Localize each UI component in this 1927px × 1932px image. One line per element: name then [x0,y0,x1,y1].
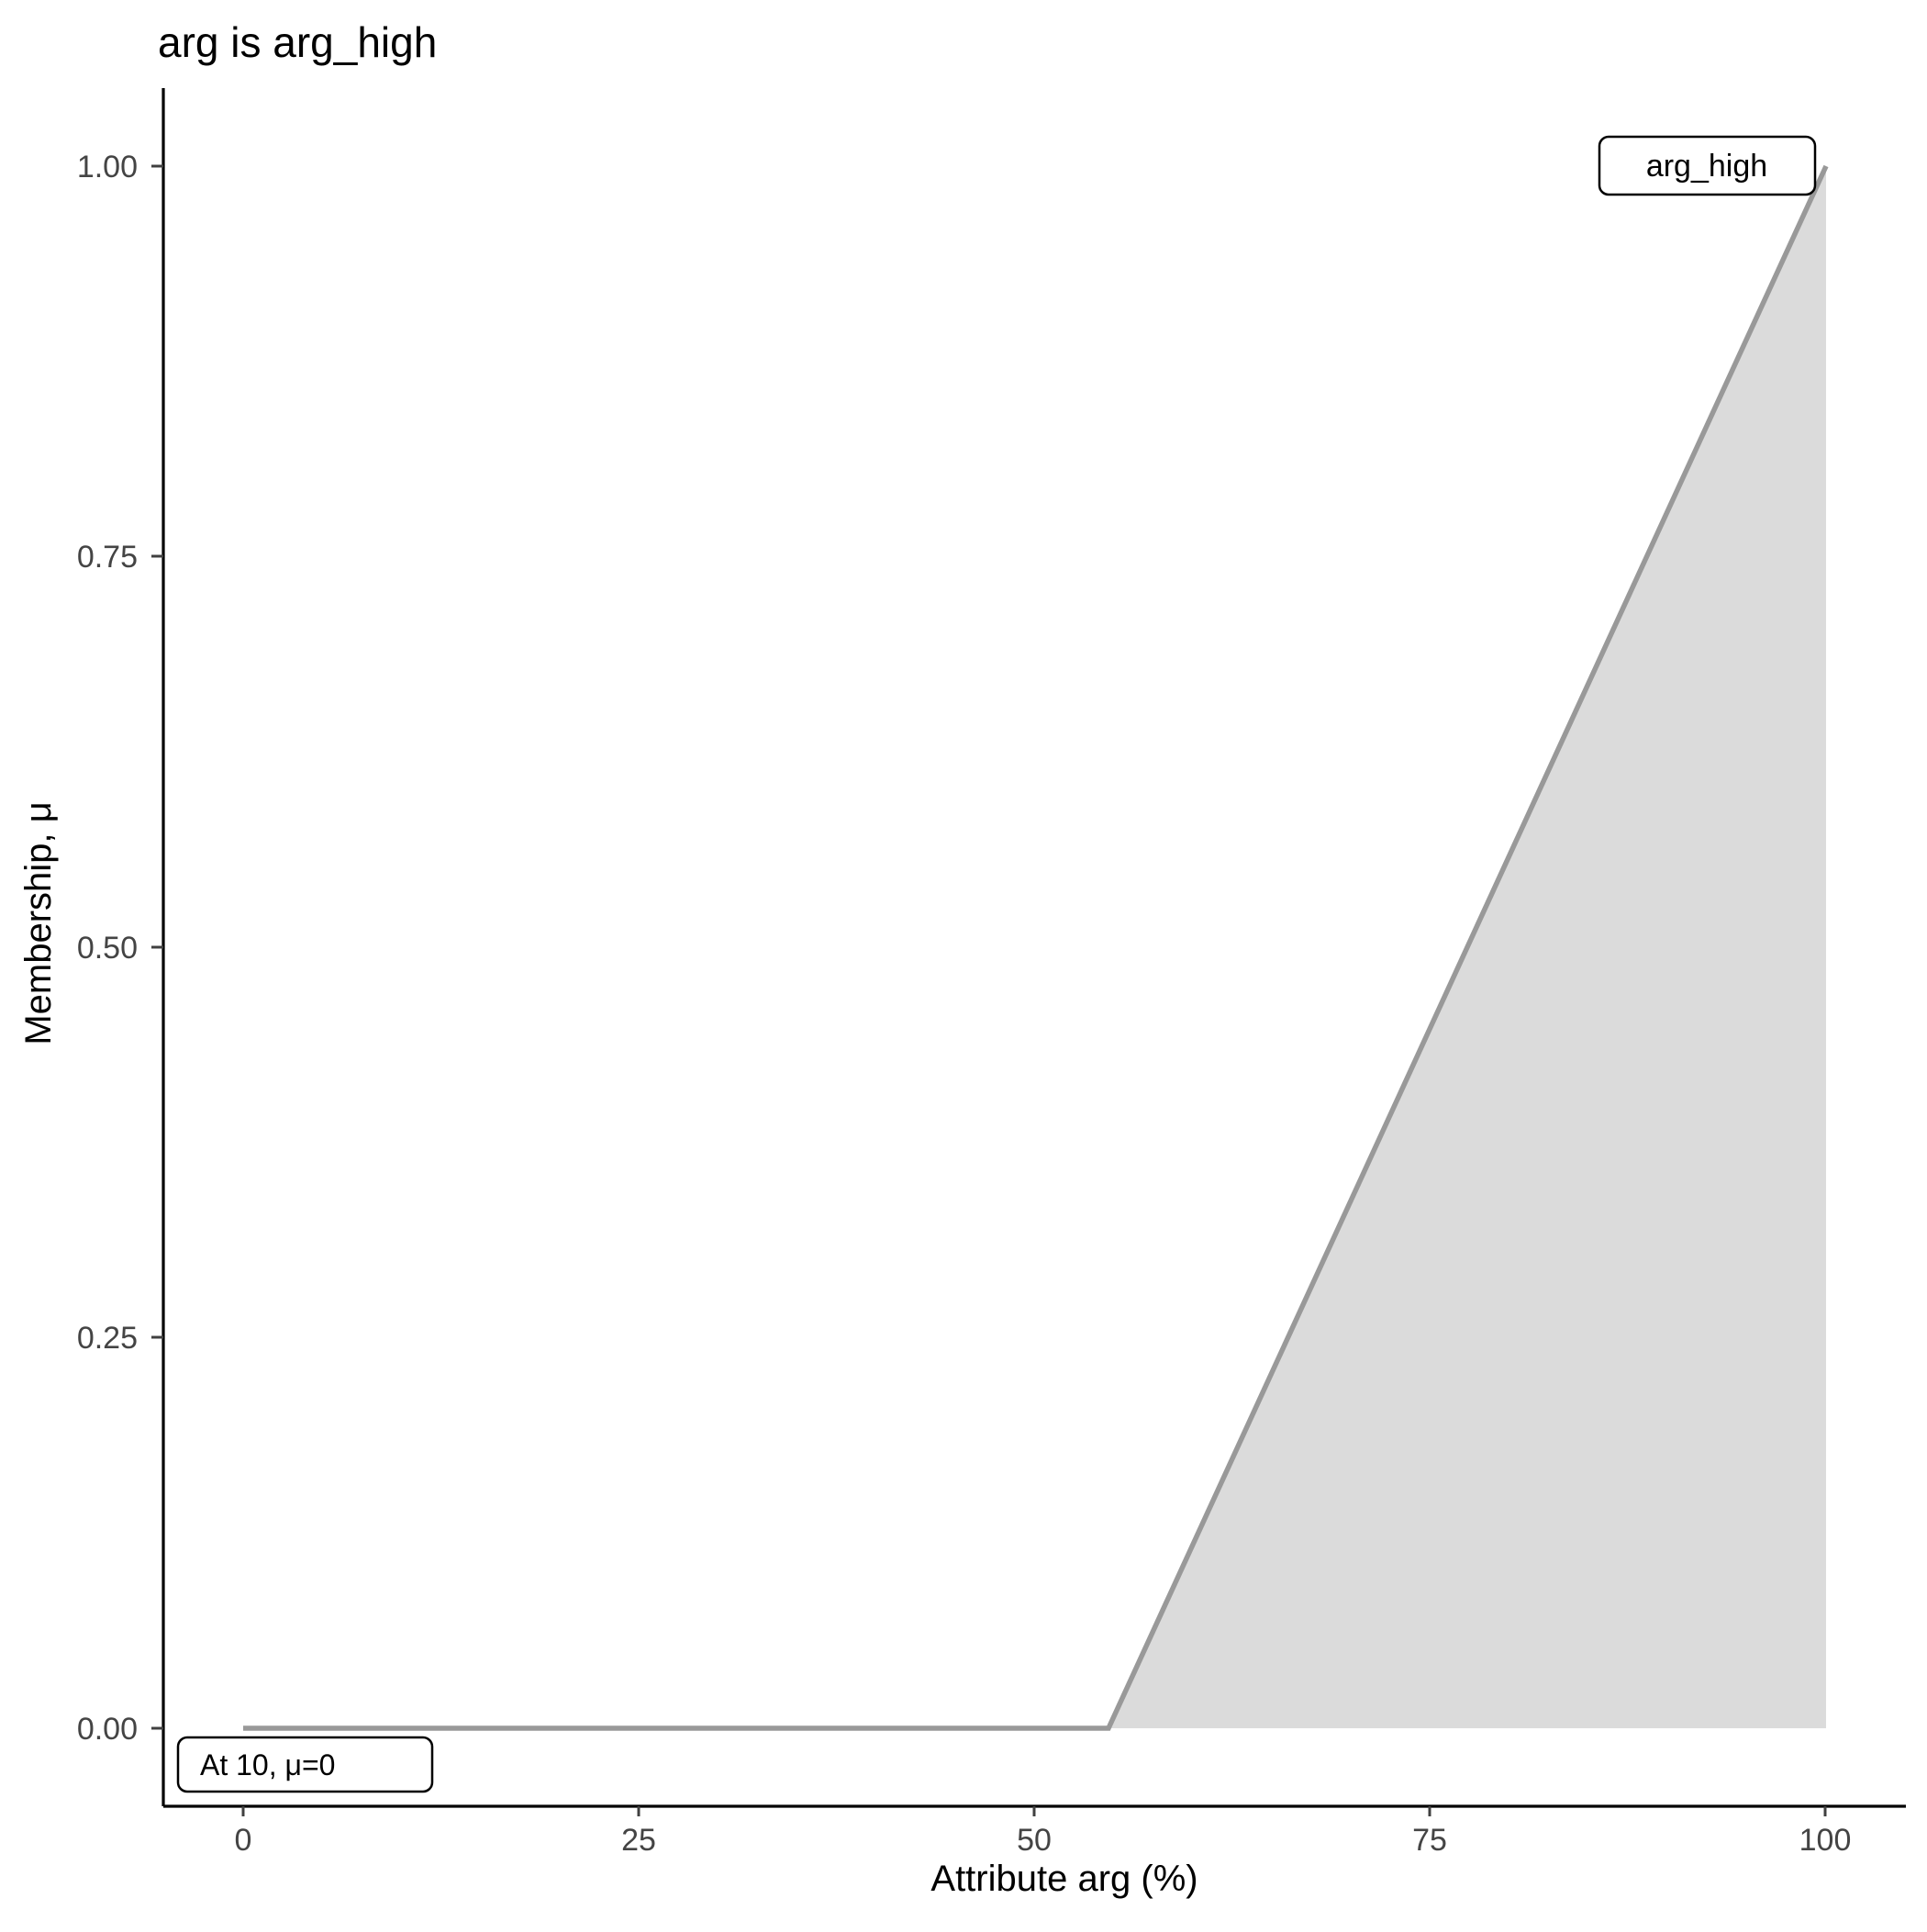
svg-text:0.75: 0.75 [77,540,138,575]
svg-text:1.00: 1.00 [77,150,138,184]
svg-text:arg is arg_high: arg is arg_high [158,18,437,66]
svg-text:75: 75 [1412,1823,1447,1858]
svg-text:0: 0 [235,1823,252,1858]
svg-text:50: 50 [1017,1823,1052,1858]
svg-text:arg_high: arg_high [1646,149,1767,184]
svg-text:Membership, μ: Membership, μ [18,801,59,1044]
svg-text:At 10, μ=0: At 10, μ=0 [200,1748,335,1781]
svg-text:0.00: 0.00 [77,1712,138,1747]
svg-text:25: 25 [621,1823,656,1858]
svg-text:0.50: 0.50 [77,931,138,966]
svg-text:Attribute arg (%): Attribute arg (%) [930,1859,1197,1899]
svg-text:100: 100 [1799,1823,1852,1858]
svg-text:0.25: 0.25 [77,1321,138,1356]
